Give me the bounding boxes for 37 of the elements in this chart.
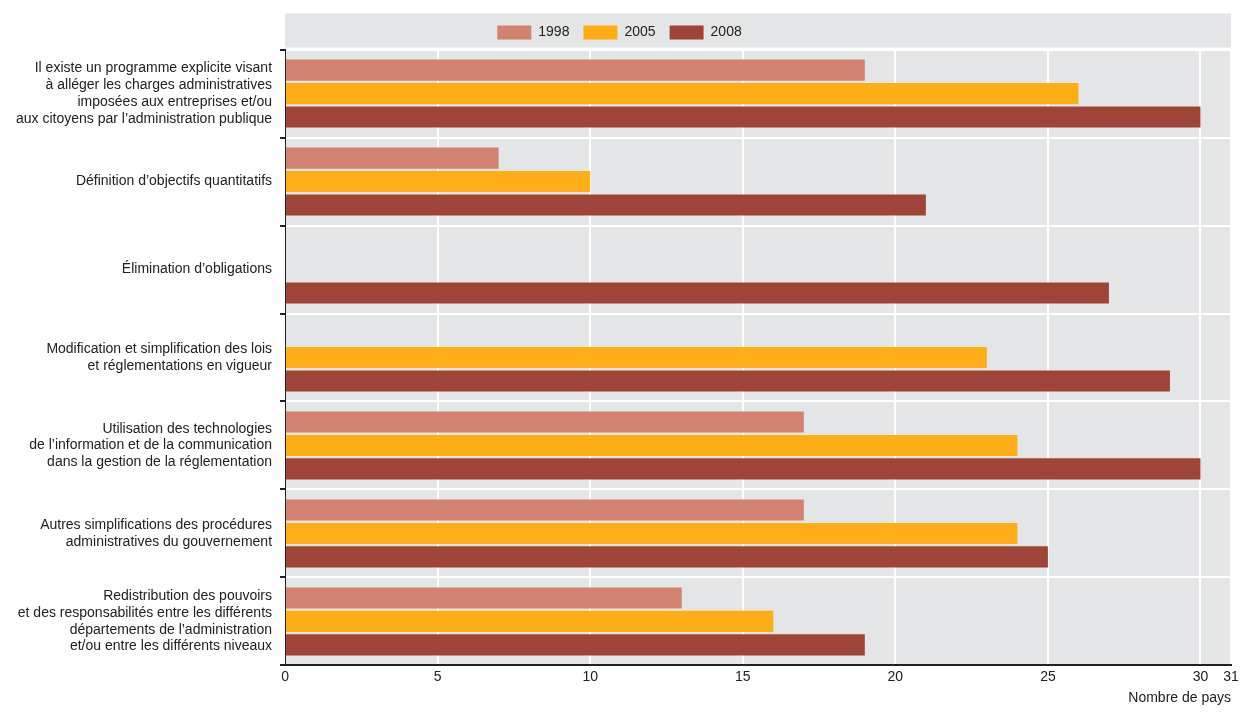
y-tick-label: Modification et simplification des lois et réglementations en vigueur [46,339,273,373]
bar [286,106,1201,128]
bar [286,546,1048,568]
bar [286,610,774,632]
x-tick-label: 10 [582,667,599,684]
y-tick-label: Définition d’objectifs quantitatifs [75,172,273,189]
bar [286,147,499,169]
x-tick-label: 25 [1040,667,1056,684]
bar [286,411,804,433]
bar [286,194,926,216]
bar [286,434,1018,457]
bar [286,499,804,521]
x-tick-label: 0 [281,667,290,684]
bar [286,522,1018,544]
y-tick-label: Autres simplifications des procédures administratives du gouvernement [40,515,273,549]
x-tick-label: 31 [1223,667,1239,684]
bar [286,458,1201,480]
x-tick-label: 20 [887,667,904,684]
bar [286,346,987,369]
x-tick-label: 5 [433,667,442,684]
y-tick-label: Redistribution des pouvoirs et des responsabilités entre les différents départements de l’administration et/ou entre les différents niveaux [17,587,273,654]
bar [286,282,1109,304]
bar [286,634,865,656]
bar [286,83,1079,105]
bar [286,59,865,81]
y-tick-label: Élimination d’obligations [121,260,273,277]
x-axis-title: Nombre de pays [1128,689,1231,706]
bar [286,587,682,609]
y-tick-label: Il existe un programme explicite visant à alléger les charges administratives imposées aux entreprises et/ou aux citoyens par l’administration publique [15,59,273,126]
bar [286,171,591,193]
bar [286,370,1170,392]
legend-label: 2005 [624,23,656,40]
y-tick-label: Utilisation des technologies de l’information et de la communication dans la gestion de la réglementation [29,419,273,470]
legend-label: 2008 [710,23,742,40]
x-tick-label: 15 [734,667,751,684]
x-tick-label: 30 [1192,667,1209,684]
legend-label: 1998 [538,23,570,40]
